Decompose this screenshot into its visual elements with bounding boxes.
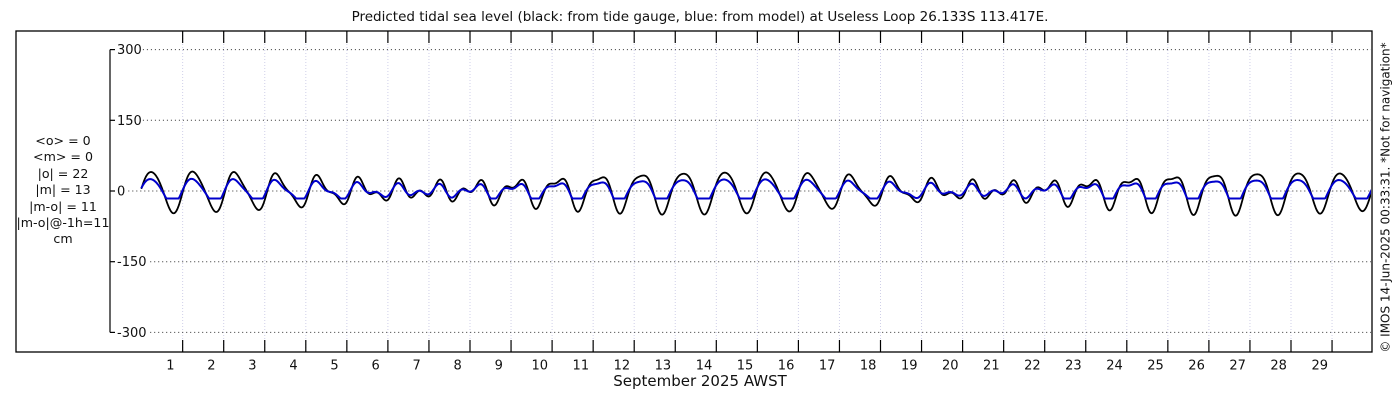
x-tick-label: 7 [412,359,420,374]
x-tick-label: 10 [532,359,549,374]
x-tick-label: 2 [207,359,215,374]
x-tick-label: 12 [614,359,631,374]
x-tick-label: 4 [289,359,297,374]
y-tick-label: 300 [117,43,142,58]
y-tick-label: 0 [117,185,125,200]
x-tick-label: 22 [1024,359,1041,374]
stat-mean-observed: <o> = 0 [35,133,91,148]
x-tick-label: 1 [166,359,174,374]
watermark-credit: © IMOS 14-Jun-2025 00:33:31. *Not for na… [1378,42,1393,353]
x-tick-label: 8 [454,359,462,374]
stat-abs-observed: |o| = 22 [37,165,89,181]
x-tick-label: 14 [696,359,713,374]
x-tick-label: 6 [371,359,379,374]
x-tick-label: 23 [1065,359,1082,374]
x-tick-label: 27 [1229,359,1246,374]
y-tick-label: 150 [117,114,142,129]
stat-abs-model: |m| = 13 [35,182,91,198]
y-tick-label: -300 [117,326,147,341]
x-tick-label: 20 [942,359,959,374]
day-ticks [182,31,1333,352]
x-axis-label: September 2025 AWST [613,372,787,390]
y-axis: 300 150 0 -150 -300 [109,43,1371,341]
stat-abs-diff-lagged: |m-o|@-1h=11 [16,215,110,231]
stat-mean-model: <m> = 0 [33,149,93,165]
stat-units: cm [53,231,73,247]
plot-frame [15,30,1373,353]
x-tick-label: 24 [1106,359,1123,374]
x-tick-label: 5 [330,359,338,374]
stats-block: <o> = 0 <m> = 0 |o| = 22 |m| = 13 |m-o| … [10,133,116,248]
stat-abs-diff: |m-o| = 11 [29,198,97,214]
x-tick-label: 15 [737,359,754,374]
x-tick-label: 11 [573,359,590,374]
x-tick-label: 29 [1311,359,1328,374]
page-title: Predicted tidal sea level (black: from t… [351,9,1049,25]
x-tick-labels: 1 2 3 4 5 6 7 8 9 10 11 12 13 14 15 16 17 18 19 20 21 22 23 24 2… [166,359,1328,374]
x-tick-label: 16 [778,359,795,374]
x-tick-label: 18 [860,359,877,374]
x-tick-label: 19 [901,359,918,374]
x-tick-label: 28 [1270,359,1287,374]
x-tick-label: 25 [1147,359,1164,374]
y-tick-label: -150 [117,255,147,270]
x-tick-label: 3 [248,359,256,374]
x-tick-label: 26 [1188,359,1205,374]
model-curve [140,177,1371,200]
x-tick-label: 21 [983,359,1000,374]
x-tick-label: 13 [655,359,672,374]
x-tick-label: 9 [495,359,503,374]
x-tick-label: 17 [819,359,836,374]
